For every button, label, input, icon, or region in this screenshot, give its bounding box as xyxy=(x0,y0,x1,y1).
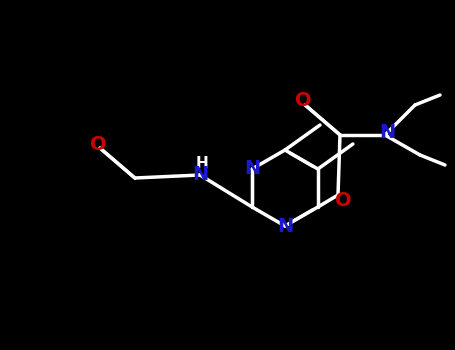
Text: N: N xyxy=(192,166,208,184)
Text: O: O xyxy=(90,134,106,154)
Text: H: H xyxy=(196,155,208,170)
Text: O: O xyxy=(295,91,311,111)
Text: N: N xyxy=(277,217,293,236)
Text: N: N xyxy=(244,160,260,178)
Text: N: N xyxy=(379,124,395,142)
Text: O: O xyxy=(335,190,351,210)
